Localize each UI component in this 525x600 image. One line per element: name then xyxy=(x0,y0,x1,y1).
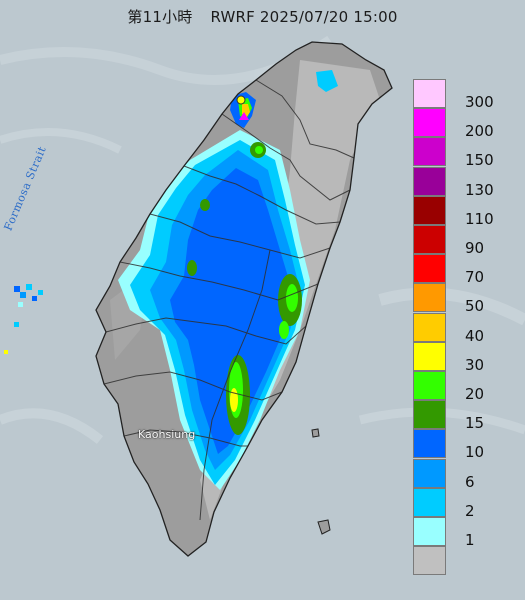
legend-label: 1 xyxy=(465,531,475,549)
legend-swatch xyxy=(413,429,446,459)
legend-label: 50 xyxy=(465,297,485,316)
legend-swatch xyxy=(413,108,446,138)
legend-swatch xyxy=(413,312,446,342)
legend-label: 130 xyxy=(465,180,494,199)
legend-swatch xyxy=(413,195,446,225)
legend-swatch xyxy=(413,137,446,167)
legend-label: 200 xyxy=(465,122,494,141)
legend-label: 2 xyxy=(465,501,475,520)
legend-label: 300 xyxy=(465,93,494,111)
legend-swatch xyxy=(413,517,446,546)
legend-label: 150 xyxy=(465,151,494,170)
legend-label: 40 xyxy=(465,326,485,345)
legend-swatch xyxy=(413,79,446,108)
legend-swatch xyxy=(413,546,446,576)
legend-label: 70 xyxy=(465,268,485,287)
legend-label: 110 xyxy=(465,209,494,228)
forecast-datetime: 2025/07/20 15:00 xyxy=(259,8,398,26)
legend-swatch xyxy=(413,254,446,284)
penghu-islands xyxy=(4,284,43,354)
legend-label: 10 xyxy=(465,443,485,462)
offshore-islands xyxy=(311,428,331,535)
legend-swatch xyxy=(413,225,446,254)
map-title: 第11小時 RWRF 2025/07/20 15:00 xyxy=(0,6,525,27)
forecast-hour-label: 第11小時 xyxy=(127,8,193,26)
legend-swatch xyxy=(413,341,446,371)
coastline xyxy=(95,41,393,557)
legend-label: 6 xyxy=(465,472,475,491)
city-label-kaohsiung: Kaohsiung xyxy=(138,428,196,441)
legend-swatch xyxy=(413,458,446,488)
model-name: RWRF xyxy=(210,8,255,26)
legend-label: 30 xyxy=(465,355,485,374)
legend-label: 15 xyxy=(465,414,485,433)
legend-label: 20 xyxy=(465,385,485,403)
legend-swatch xyxy=(413,371,446,400)
legend-swatch xyxy=(413,283,446,313)
county-boundaries xyxy=(103,79,355,521)
legend-label: 90 xyxy=(465,239,485,257)
legend-swatch xyxy=(413,166,446,196)
legend-swatch xyxy=(413,487,446,517)
legend-swatch xyxy=(413,400,446,430)
